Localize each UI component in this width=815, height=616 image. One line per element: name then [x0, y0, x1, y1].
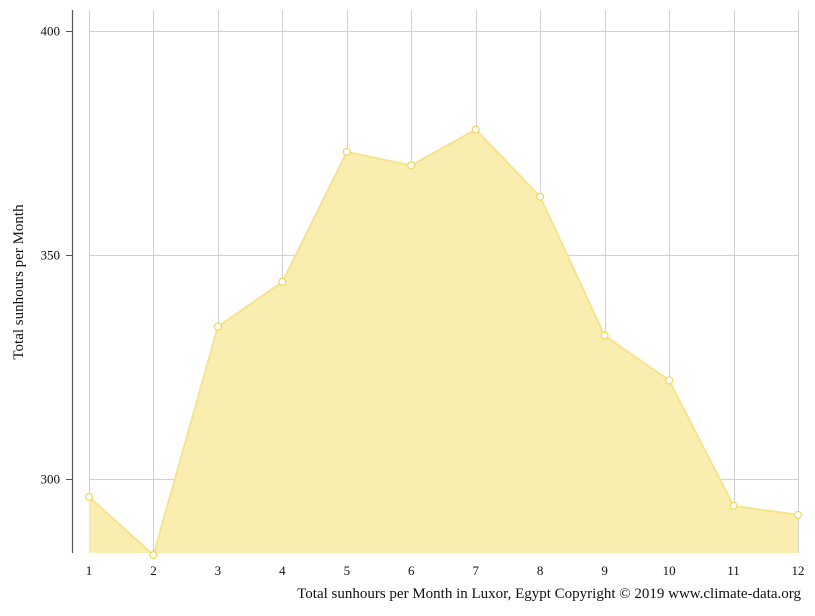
data-point-marker: [407, 161, 416, 170]
area-fill: [89, 129, 798, 556]
y-tick-label: 300: [41, 472, 61, 487]
y-tick-label: 350: [41, 248, 61, 263]
series-line: [88, 128, 799, 557]
x-tick-label: 6: [408, 563, 415, 578]
axes: [66, 10, 74, 553]
y-axis-title: Total sunhours per Month: [11, 204, 27, 360]
data-point-marker: [84, 492, 94, 502]
area-layer: [88, 128, 799, 557]
x-tick-label: 10: [663, 563, 676, 578]
x-tick-label: 2: [150, 563, 157, 578]
x-tick-label: 5: [344, 563, 351, 578]
chart-footer-credit: Total sunhours per Month in Luxor, Egypt…: [297, 586, 801, 602]
x-tick-label: 12: [792, 563, 805, 578]
data-point-marker: [536, 192, 545, 201]
x-tick-label: 8: [537, 563, 544, 578]
y-tick-label: 400: [41, 24, 61, 39]
data-point-marker: [213, 322, 223, 331]
data-point-marker: [600, 331, 609, 340]
x-tick-label: 7: [472, 563, 479, 578]
x-tick-label: 3: [215, 563, 222, 578]
data-point-marker: [729, 501, 738, 510]
x-tick-label: 11: [727, 563, 740, 578]
data-point-marker: [471, 125, 480, 134]
data-point-marker: [664, 376, 674, 385]
x-tick-label: 9: [601, 563, 608, 578]
x-tick-label: 4: [279, 563, 286, 578]
data-point-marker: [342, 147, 351, 157]
data-point-marker: [793, 510, 803, 519]
data-point-marker: [149, 551, 158, 560]
x-tick-label: 1: [86, 563, 93, 578]
data-markers: [84, 125, 803, 560]
data-point-marker: [278, 277, 287, 286]
